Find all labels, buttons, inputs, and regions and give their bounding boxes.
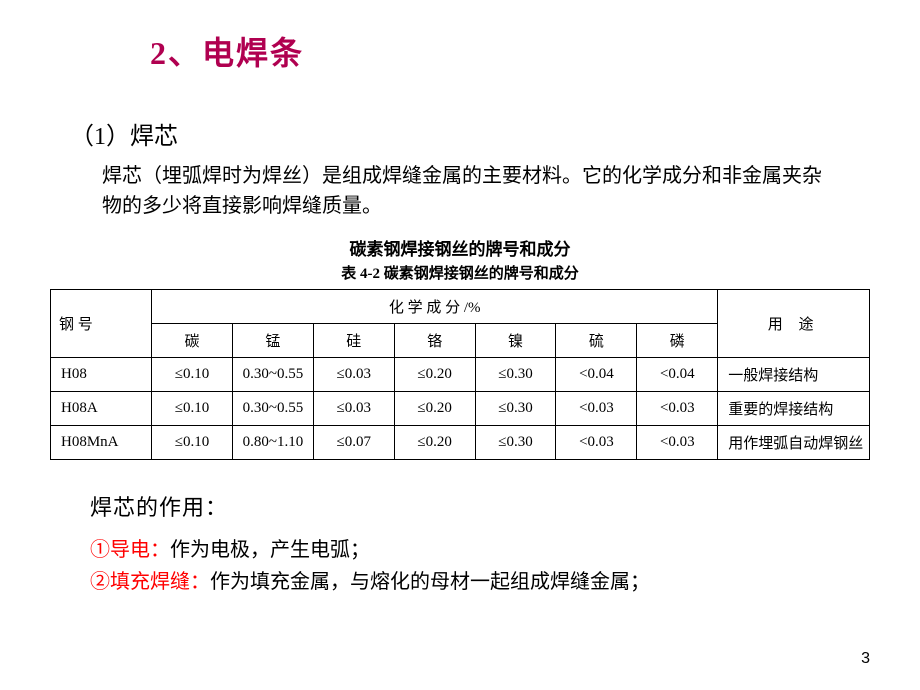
cell-chem-6: <0.03 [637,392,718,426]
bullet-1: ①导电：作为电极，产生电弧； [90,534,870,566]
table-row: H08MnA≤0.100.80~1.10≤0.07≤0.20≤0.30<0.03… [51,426,870,460]
cell-chem-4: ≤0.30 [475,358,556,392]
cell-chem-5: <0.03 [556,392,637,426]
cell-use: 用作埋弧自动焊钢丝 [718,426,870,460]
table-body: H08≤0.100.30~0.55≤0.03≤0.20≤0.30<0.04<0.… [51,358,870,460]
cell-chem-3: ≤0.20 [394,426,475,460]
cell-chem-1: 0.80~1.10 [232,426,313,460]
th-sub-4: 镍 [475,324,556,358]
cell-steel-id: H08MnA [51,426,152,460]
cell-chem-0: ≤0.10 [152,392,233,426]
table-title-main: 碳素钢焊接钢丝的牌号和成分 [50,235,870,260]
th-sub-1: 锰 [232,324,313,358]
cell-chem-3: ≤0.20 [394,358,475,392]
cell-chem-0: ≤0.10 [152,358,233,392]
cell-chem-1: 0.30~0.55 [232,392,313,426]
table-row: H08A≤0.100.30~0.55≤0.03≤0.20≤0.30<0.03<0… [51,392,870,426]
cell-chem-2: ≤0.07 [313,426,394,460]
bullet-1-label: ①导电： [90,539,170,561]
th-sub-6: 磷 [637,324,718,358]
cell-chem-0: ≤0.10 [152,426,233,460]
cell-chem-5: <0.03 [556,426,637,460]
th-sub-2: 硅 [313,324,394,358]
th-chem-group: 化 学 成 分 /% [152,290,718,324]
table-row: H08≤0.100.30~0.55≤0.03≤0.20≤0.30<0.04<0.… [51,358,870,392]
intro-paragraph: 焊芯（埋弧焊时为焊丝）是组成焊缝金属的主要材料。它的化学成分和非金属夹杂物的多少… [102,161,830,221]
table-header-row-1: 钢 号 化 学 成 分 /% 用 途 [51,290,870,324]
section-2-heading: 焊芯的作用： [90,490,870,522]
cell-chem-5: <0.04 [556,358,637,392]
table-title-caption: 表 4-2 碳素钢焊接钢丝的牌号和成分 [50,262,870,283]
cell-chem-2: ≤0.03 [313,358,394,392]
th-sub-3: 铬 [394,324,475,358]
cell-chem-4: ≤0.30 [475,392,556,426]
cell-chem-3: ≤0.20 [394,392,475,426]
bullet-1-text: 作为电极，产生电弧； [170,539,370,561]
page-title: 2、电焊条 [150,28,870,74]
th-steel-id: 钢 号 [51,290,152,358]
th-use: 用 途 [718,290,870,358]
cell-chem-6: <0.04 [637,358,718,392]
cell-use: 重要的焊接结构 [718,392,870,426]
section-1-heading: （1）焊芯 [70,116,870,151]
cell-chem-4: ≤0.30 [475,426,556,460]
bullet-2-text: 作为填充金属，与熔化的母材一起组成焊缝金属； [210,571,650,593]
cell-steel-id: H08 [51,358,152,392]
cell-chem-6: <0.03 [637,426,718,460]
th-sub-5: 硫 [556,324,637,358]
bullet-2: ②填充焊缝：作为填充金属，与熔化的母材一起组成焊缝金属； [90,566,870,598]
cell-use: 一般焊接结构 [718,358,870,392]
th-sub-0: 碳 [152,324,233,358]
cell-chem-2: ≤0.03 [313,392,394,426]
cell-chem-1: 0.30~0.55 [232,358,313,392]
bullet-2-label: ②填充焊缝： [90,571,210,593]
page-number: 3 [861,650,870,668]
composition-table: 钢 号 化 学 成 分 /% 用 途 碳锰硅铬镍硫磷 H08≤0.100.30~… [50,289,870,460]
cell-steel-id: H08A [51,392,152,426]
